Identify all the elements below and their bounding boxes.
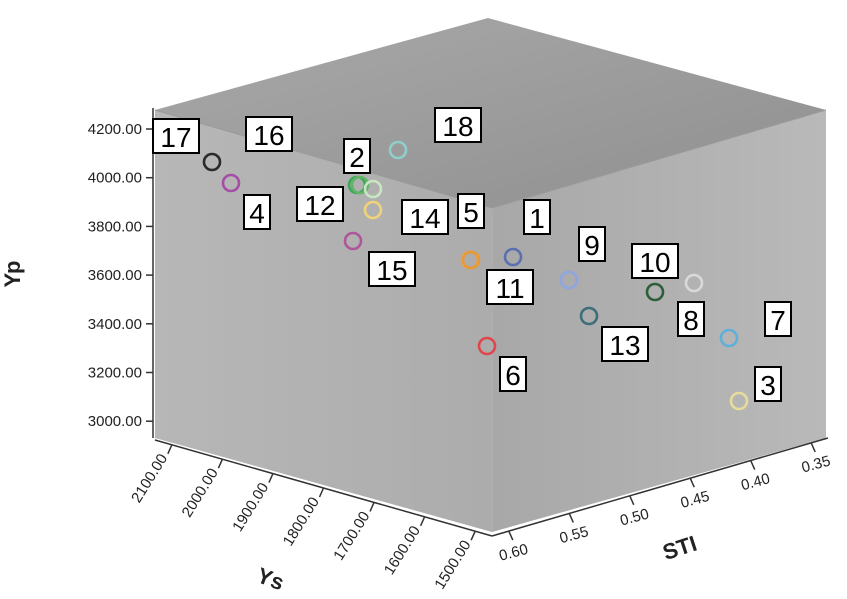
sti-tick-mark [509, 531, 513, 540]
yp-tick-label: 4200.00 [88, 121, 142, 138]
sti-tick-label: 0.45 [679, 488, 712, 512]
point-label-10: 10 [632, 244, 678, 278]
point-label-text: 17 [160, 122, 191, 153]
point-label-5: 5 [458, 194, 484, 228]
sti-axis-title: STI [660, 531, 700, 565]
ys-tick-label: 2000.00 [179, 465, 222, 520]
yp-axis: 3000.00 3200.00 3400.00 3600.00 3800.00 4000.… [0, 108, 153, 438]
point-label-text: 2 [349, 142, 365, 173]
sti-tick-label: 0.40 [739, 470, 772, 494]
ys-tick-mark [218, 459, 222, 468]
point-label-17: 17 [153, 119, 199, 153]
point-label-text: 9 [584, 230, 600, 261]
yp-tick-label: 3000.00 [88, 413, 142, 430]
ys-tick-mark [370, 502, 374, 511]
point-label-1: 1 [524, 200, 550, 234]
ys-tick-label: 1700.00 [330, 509, 373, 564]
point-label-text: 7 [770, 305, 786, 336]
point-label-4: 4 [244, 195, 270, 229]
point-label-11: 11 [487, 270, 533, 304]
ys-tick-label: 1900.00 [229, 480, 272, 535]
point-label-6: 6 [500, 357, 526, 391]
ys-tick-mark [320, 488, 324, 497]
point-label-text: 11 [495, 273, 524, 304]
ys-tick-mark [421, 517, 425, 526]
sti-tick-mark [690, 478, 694, 487]
ys-axis-title: Ys [254, 563, 288, 596]
sti-tick-mark [811, 443, 815, 452]
ys-tick-label: 1800.00 [280, 494, 323, 549]
point-label-15: 15 [369, 252, 415, 286]
point-label-text: 12 [304, 190, 335, 221]
yp-axis-title: Yp [0, 261, 25, 288]
point-label-text: 10 [639, 247, 670, 278]
point-label-text: 6 [505, 360, 521, 391]
ys-tick-mark [471, 531, 475, 540]
point-label-8: 8 [678, 302, 704, 336]
sti-tick-label: 0.55 [558, 523, 591, 547]
point-label-12: 12 [297, 187, 343, 221]
yp-tick-label: 3600.00 [88, 267, 142, 284]
ys-tick-label: 1500.00 [431, 537, 474, 592]
sti-tick-label: 0.35 [800, 453, 833, 477]
point-label-9: 9 [579, 227, 605, 261]
sti-tick-label: 0.50 [618, 505, 651, 529]
point-label-text: 16 [253, 120, 284, 151]
yp-tick-label: 3800.00 [88, 218, 142, 235]
yp-tick-label: 4000.00 [88, 170, 142, 187]
point-label-text: 8 [683, 305, 699, 336]
point-label-text: 4 [249, 198, 265, 229]
point-label-14: 14 [402, 200, 448, 234]
sti-tick-label: 0.60 [497, 541, 530, 565]
point-label-text: 13 [609, 330, 640, 361]
ys-tick-mark [168, 445, 172, 454]
point-label-2: 2 [344, 139, 370, 173]
point-label-text: 14 [409, 203, 440, 234]
point-label-text: 15 [376, 255, 407, 286]
sti-tick-mark [751, 461, 755, 470]
point-label-18: 18 [435, 108, 481, 142]
point-label-3: 3 [755, 367, 781, 401]
point-label-text: 3 [760, 370, 776, 401]
point-label-text: 18 [442, 111, 473, 142]
sti-tick-mark [630, 496, 634, 505]
point-label-7: 7 [765, 302, 791, 336]
point-label-16: 16 [246, 117, 292, 151]
ys-tick-mark [269, 474, 273, 483]
ys-tick-label: 1600.00 [381, 523, 424, 578]
yp-tick-label: 3400.00 [88, 316, 142, 333]
sti-tick-mark [569, 513, 573, 522]
point-label-text: 1 [529, 203, 545, 234]
ys-tick-label: 2100.00 [128, 451, 171, 506]
point-label-13: 13 [602, 327, 648, 361]
yp-tick-label: 3200.00 [88, 365, 142, 382]
point-label-text: 5 [463, 197, 479, 228]
